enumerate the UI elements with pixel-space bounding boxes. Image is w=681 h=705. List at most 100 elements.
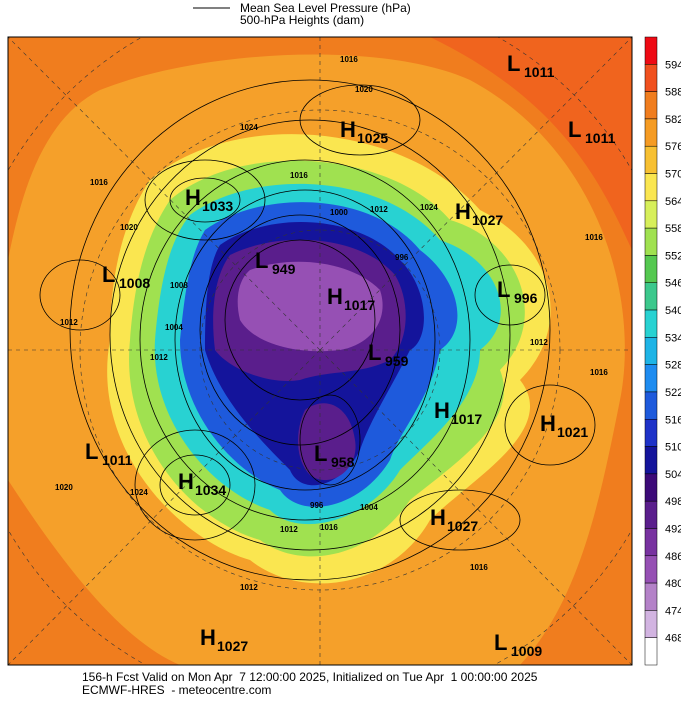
- colorbar-swatch: [644, 282, 658, 311]
- center-letter: L: [507, 51, 520, 76]
- contour-label: 1012: [530, 338, 548, 347]
- colorbar-label: 594: [665, 59, 681, 71]
- center-letter: H: [185, 185, 201, 210]
- contour-label: 1012: [240, 583, 258, 592]
- colorbar-label: 468: [665, 633, 681, 645]
- center-value: 1017: [451, 411, 482, 427]
- contour-label: 1024: [420, 203, 438, 212]
- contour-label: 1020: [55, 483, 73, 492]
- colorbar-label: 498: [665, 496, 681, 508]
- center-letter: L: [102, 262, 115, 287]
- colorbar-swatch: [644, 337, 658, 365]
- center-value: 959: [385, 353, 409, 369]
- footer-text: 156-h Fcst Valid on Mon Apr 7 12:00:00 2…: [82, 670, 538, 684]
- colorbar-swatch: [644, 391, 658, 420]
- center-value: 1027: [217, 638, 248, 654]
- legend-label: Mean Sea Level Pressure (hPa): [240, 1, 411, 15]
- center-value: 1009: [511, 643, 542, 659]
- center-value: 1008: [119, 275, 150, 291]
- contour-label: 996: [395, 253, 409, 262]
- center-letter: L: [368, 340, 381, 365]
- center-letter: H: [434, 398, 450, 423]
- colorbar-swatch: [644, 610, 658, 638]
- center-letter: L: [85, 439, 98, 464]
- center-letter: H: [200, 625, 216, 650]
- footer-text: ECMWF-HRES - meteocentre.com: [82, 683, 271, 697]
- colorbar-swatch: [644, 173, 658, 202]
- colorbar-label: 552: [665, 250, 681, 262]
- contour-label: 1020: [355, 85, 373, 94]
- contour-label: 1012: [280, 525, 298, 534]
- center-value: 1011: [524, 64, 555, 80]
- colorbar-label: 588: [665, 87, 681, 99]
- center-letter: H: [178, 469, 194, 494]
- contour-label: 1008: [170, 281, 188, 290]
- center-value: 958: [331, 454, 355, 470]
- center-letter: H: [327, 284, 343, 309]
- center-letter: L: [497, 277, 510, 302]
- center-value: 949: [272, 261, 296, 277]
- contour-label: 1012: [150, 353, 168, 362]
- colorbar-swatch: [644, 309, 658, 338]
- contour-label: 1004: [165, 323, 183, 332]
- colorbar-swatch: [644, 364, 658, 393]
- colorbar-label: 486: [665, 551, 681, 563]
- contour-label: 1012: [60, 318, 78, 327]
- center-value: 1025: [357, 130, 388, 146]
- center-value: 1021: [557, 424, 588, 440]
- colorbar-swatch: [644, 36, 658, 65]
- colorbar-label: 564: [665, 196, 681, 208]
- colorbar-swatch: [644, 419, 658, 447]
- center-letter: H: [340, 117, 356, 142]
- contour-label: 1020: [120, 223, 138, 232]
- contour-label: 1016: [470, 563, 488, 572]
- contour-label: 1000: [330, 208, 348, 217]
- center-letter: H: [540, 411, 556, 436]
- center-value: 1027: [472, 212, 503, 228]
- colorbar-swatch: [644, 145, 658, 174]
- colorbar-label: 582: [665, 114, 681, 126]
- colorbar-swatch: [644, 555, 658, 584]
- center-value: 1034: [195, 482, 226, 498]
- center-value: 996: [514, 290, 538, 306]
- contour-label: 1016: [590, 368, 608, 377]
- colorbar-swatch: [644, 637, 658, 666]
- contour-label: 1024: [130, 488, 148, 497]
- colorbar-label: 516: [665, 414, 681, 426]
- center-letter: L: [494, 630, 507, 655]
- colorbar-label: 576: [665, 141, 681, 153]
- colorbar-label: 546: [665, 278, 681, 290]
- colorbar-label: 492: [665, 523, 681, 535]
- map-frame: [7, 36, 633, 666]
- center-letter: H: [455, 199, 471, 224]
- colorbar-swatch: [644, 446, 658, 475]
- center-letter: L: [568, 117, 581, 142]
- colorbar-swatch: [644, 255, 658, 283]
- colorbar-label: 480: [665, 578, 681, 590]
- contour-label: 1012: [370, 205, 388, 214]
- contour-label: 1004: [360, 503, 378, 512]
- colorbar-label: 528: [665, 360, 681, 372]
- colorbar-swatch: [644, 473, 658, 502]
- center-value: 1027: [447, 518, 478, 534]
- colorbar-swatch: [644, 64, 658, 92]
- colorbar-label: 540: [665, 305, 681, 317]
- colorbar-label: 534: [665, 332, 681, 344]
- contour-label: 1016: [290, 171, 308, 180]
- contour-label: 1024: [240, 123, 258, 132]
- center-value: 1033: [202, 198, 233, 214]
- center-value: 1017: [344, 297, 375, 313]
- contour-label: 1016: [340, 55, 358, 64]
- colorbar-swatch: [644, 500, 658, 529]
- center-value: 1011: [102, 452, 133, 468]
- center-value: 1011: [585, 130, 616, 146]
- contour-label: 996: [310, 501, 324, 510]
- colorbar-label: 570: [665, 169, 681, 181]
- center-letter: L: [255, 248, 268, 273]
- colorbar-label: 504: [665, 469, 681, 481]
- colorbar-swatch: [644, 528, 658, 557]
- colorbar-swatch: [644, 118, 658, 147]
- center-letter: H: [430, 505, 446, 530]
- contour-label: 1016: [90, 178, 108, 187]
